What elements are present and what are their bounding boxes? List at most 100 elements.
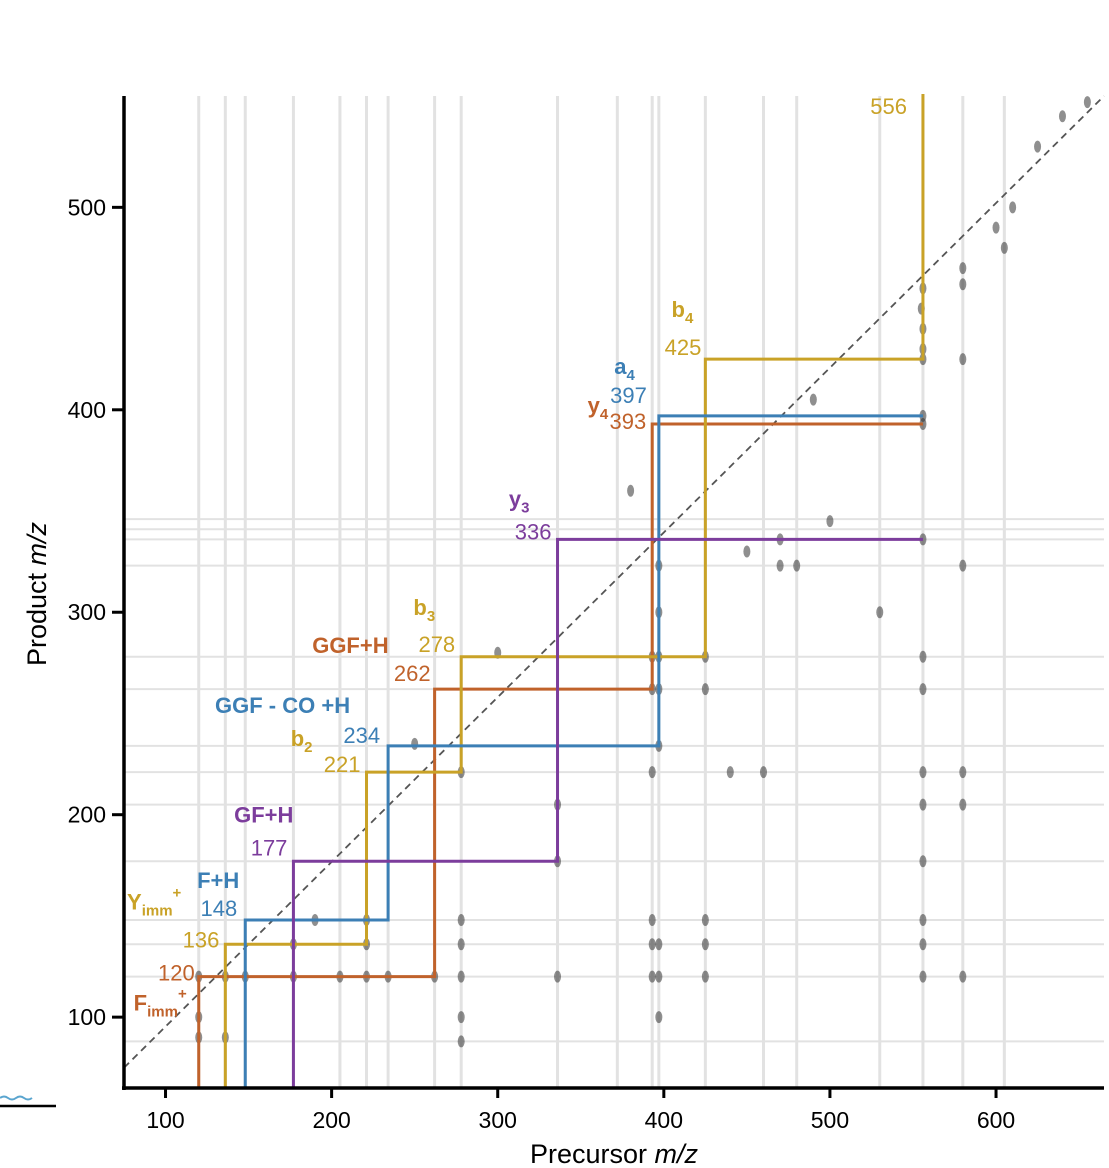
peak-62 bbox=[959, 353, 967, 366]
annotation-b2-name: b bbox=[291, 726, 304, 751]
annotation-ggf-co-h-label: GGF - CO +H bbox=[215, 693, 350, 718]
annotation-b4-label: b4 bbox=[672, 297, 694, 327]
peak-38 bbox=[701, 970, 709, 983]
peak-23 bbox=[554, 970, 562, 983]
axis-ticks: 100 200 300 400 500 600 100 200 300 400 500 bbox=[68, 194, 1016, 1133]
annotation-f-imm: Fimm+120 bbox=[134, 961, 195, 1021]
connector-fh bbox=[243, 414, 923, 1088]
annotation-f-imm-name: F bbox=[134, 991, 147, 1016]
y-axis-title: Product m/z bbox=[22, 521, 52, 666]
annotation-y4-value: 393 bbox=[609, 409, 646, 434]
peak-72 bbox=[826, 515, 834, 528]
peak-52 bbox=[919, 650, 927, 663]
annotation-ggf-co-h: GGF - CO +H 234 bbox=[215, 693, 380, 748]
annotation-y4-sub: 4 bbox=[600, 406, 609, 423]
annotation-fh: F+H 148 bbox=[197, 868, 239, 921]
y-axis-title-main: Product bbox=[22, 565, 52, 666]
annotation-y4-label: y4 bbox=[588, 393, 609, 423]
annotation-y3: y3 336 bbox=[509, 486, 552, 544]
peak-60 bbox=[959, 262, 967, 275]
x-tick-label-400: 400 bbox=[645, 1107, 683, 1133]
annotation-b2: b2 221 bbox=[291, 726, 361, 777]
peak-39 bbox=[701, 938, 709, 951]
annotation-y-imm-value: 136 bbox=[183, 927, 220, 952]
annotation-gfh-name: GF+H bbox=[234, 802, 293, 827]
axes bbox=[122, 96, 1104, 1090]
fragment-connectors bbox=[197, 93, 925, 1088]
peak-25 bbox=[648, 938, 656, 951]
annotation-f-imm-sub: imm bbox=[147, 1004, 178, 1021]
y-tick-label-200: 200 bbox=[68, 802, 106, 828]
x-tick-label-500: 500 bbox=[811, 1107, 849, 1133]
peak-75 bbox=[1058, 110, 1066, 123]
annotation-y-imm-name: Y bbox=[127, 889, 142, 914]
annotation-b3-value: 278 bbox=[418, 632, 455, 657]
annotation-y3-value: 336 bbox=[515, 519, 552, 544]
annotation-y3-name: y bbox=[509, 486, 522, 511]
connector-gfh bbox=[291, 537, 923, 1088]
annotation-precursor: 556 bbox=[870, 94, 907, 119]
annotation-f-imm-value: 120 bbox=[158, 961, 195, 986]
annotation-b2-sub: 2 bbox=[304, 739, 312, 756]
annotation-y4-name: y bbox=[588, 393, 601, 418]
x-tick-label-200: 200 bbox=[312, 1107, 350, 1133]
peak-46 bbox=[919, 938, 927, 951]
annotation-b3-sub: 3 bbox=[427, 608, 435, 625]
x-axis-title: Precursor m/z bbox=[530, 1139, 699, 1168]
peak-63 bbox=[959, 559, 967, 572]
peak-15 bbox=[457, 970, 465, 983]
annotation-fh-name: F+H bbox=[197, 868, 239, 893]
annotation-f-imm-label: Fimm+ bbox=[134, 986, 187, 1021]
annotation-b3: b3 278 bbox=[413, 595, 455, 657]
annotation-precursor-value: 556 bbox=[870, 94, 907, 119]
peak-79 bbox=[627, 484, 635, 497]
annotation-gfh-value: 177 bbox=[251, 835, 288, 860]
peak-50 bbox=[919, 766, 927, 779]
peak-61 bbox=[959, 278, 967, 291]
peak-31 bbox=[655, 938, 663, 951]
annotation-b2-value: 221 bbox=[324, 752, 361, 777]
peak-43 bbox=[726, 766, 734, 779]
annotation-ggfh-value: 262 bbox=[394, 661, 431, 686]
y-tick-label-400: 400 bbox=[68, 397, 106, 423]
connector-y-imm bbox=[223, 93, 925, 1088]
annotation-ggfh-label: GGF+H bbox=[312, 633, 388, 658]
annotation-gfh: GF+H 177 bbox=[234, 802, 293, 860]
x-tick-label-300: 300 bbox=[479, 1107, 517, 1133]
gridlines bbox=[124, 96, 1104, 1088]
annotation-f-imm-sup: + bbox=[178, 986, 187, 1003]
annotation-y-imm-label: Yimm+ bbox=[127, 884, 182, 919]
y-tick-label-300: 300 bbox=[68, 599, 106, 625]
annotation-ggf-co-h-name: GGF - CO +H bbox=[215, 693, 350, 718]
peak-48 bbox=[919, 855, 927, 868]
peak-29 bbox=[648, 766, 656, 779]
peak-19 bbox=[457, 1011, 465, 1024]
x-axis-title-unit: m/z bbox=[655, 1139, 699, 1168]
peak-20 bbox=[457, 1035, 465, 1048]
peak-45 bbox=[919, 970, 927, 983]
annotation-a4-sub: 4 bbox=[627, 367, 636, 384]
y-axis-title-unit: m/z bbox=[22, 521, 52, 565]
annotation-b4-name: b bbox=[672, 297, 685, 322]
annotation-b3-name: b bbox=[413, 595, 426, 620]
peak-37 bbox=[655, 1011, 663, 1024]
peak-74 bbox=[1034, 140, 1042, 153]
annotation-y4: y4 393 bbox=[588, 393, 647, 434]
peak-44 bbox=[759, 766, 767, 779]
annotation-b2-label: b2 bbox=[291, 726, 313, 756]
peaks bbox=[195, 96, 1091, 1048]
peak-40 bbox=[701, 913, 709, 926]
peak-64 bbox=[959, 798, 967, 811]
annotation-fh-value: 148 bbox=[201, 896, 238, 921]
annotation-y-imm: Yimm+136 bbox=[127, 884, 219, 952]
peak-51 bbox=[919, 683, 927, 696]
annotation-a4-label: a4 bbox=[614, 354, 635, 384]
peak-65 bbox=[959, 766, 967, 779]
diagonal-line bbox=[123, 95, 1105, 1069]
annotation-fh-label: F+H bbox=[197, 868, 239, 893]
annotation-y3-label: y3 bbox=[509, 486, 530, 516]
annotation-ggfh-name: GGF+H bbox=[312, 633, 388, 658]
peak-17 bbox=[457, 913, 465, 926]
